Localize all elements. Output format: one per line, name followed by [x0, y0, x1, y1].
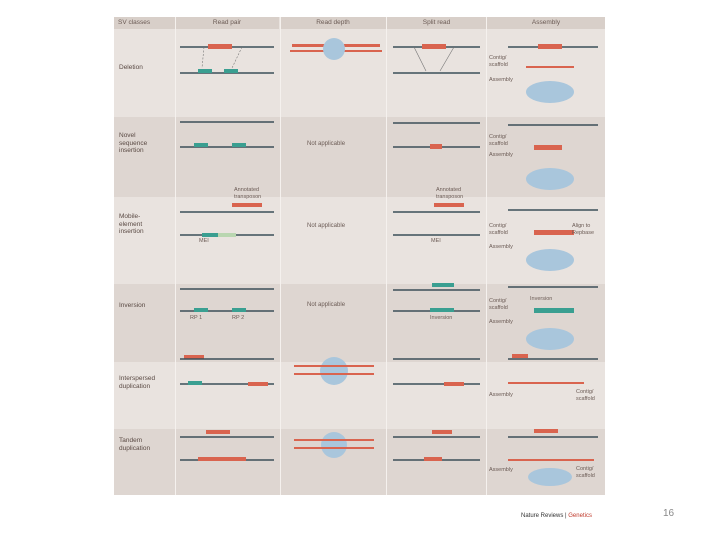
mei-label-read-pair: MEI — [199, 238, 209, 244]
contig-label-inversion: Contig/ scaffold — [489, 298, 508, 311]
tandem-dup-assembly — [508, 429, 598, 486]
inversion-assembly — [508, 286, 598, 350]
assembly-label-mei: Assembly — [489, 244, 513, 250]
sv-detection-figure: SV classes Read pair Read depth Split re… — [114, 17, 605, 495]
inversion-label-split-read: Inversion — [430, 315, 453, 321]
column-divider — [175, 17, 176, 495]
tandem-dup-read-depth — [294, 432, 374, 458]
mei-split-read — [393, 203, 480, 236]
rp1-label: RP 1 — [190, 315, 203, 321]
interspersed-dup-read-pair — [180, 355, 274, 386]
contig-label-deletion: Contig/ scaffold — [489, 55, 508, 68]
inversion-read-pair — [180, 288, 274, 312]
row-novel-insertion — [114, 117, 605, 197]
row-label-novel-insertion: Novel sequence insertion — [119, 132, 148, 154]
tandem-dup-split-read — [393, 430, 480, 461]
interspersed-dup-assembly — [508, 354, 598, 384]
column-divider — [386, 17, 387, 495]
contig-label-mei: Contig/ scaffold — [489, 223, 508, 236]
deletion-read-pair — [180, 44, 274, 74]
page-number: 16 — [663, 508, 675, 519]
row-label-deletion: Deletion — [119, 64, 143, 71]
header-sv-classes: SV classes — [114, 17, 175, 29]
assembly-label-novel: Assembly — [489, 152, 513, 158]
header-read-pair: Read pair — [175, 17, 279, 29]
novel-insertion-read-pair — [180, 121, 274, 148]
mei-read-pair — [180, 203, 274, 237]
interspersed-dup-read-depth — [294, 357, 374, 385]
mei-assembly — [508, 209, 598, 271]
diagram-layer — [180, 38, 598, 486]
assembly-label-tandem: Assembly — [489, 467, 513, 473]
not-applicable-mei: Not applicable — [307, 223, 346, 229]
tandem-dup-read-pair — [180, 430, 274, 461]
row-label-mobile-element: Mobile-element insertion — [119, 213, 144, 235]
not-applicable-inversion: Not applicable — [307, 302, 346, 308]
assembly-label-inversion: Assembly — [489, 319, 513, 325]
credit-sep: | — [563, 513, 569, 519]
deletion-assembly — [508, 44, 598, 103]
column-divider — [280, 17, 281, 495]
row-inversion — [114, 284, 605, 362]
row-label-interspersed-dup: Interspersed duplication — [119, 375, 156, 390]
credit-section: Genetics — [568, 513, 592, 519]
rp2-label: RP 2 — [232, 315, 245, 321]
contig-after-interspersed: Contig/ scaffold — [576, 389, 595, 402]
align-repbase-label: Align to Repbase — [572, 223, 595, 236]
inversion-label-assembly: Inversion — [530, 296, 553, 302]
assembly-label-deletion: Assembly — [489, 77, 513, 83]
header-split-read: Split read — [387, 17, 486, 29]
column-divider — [486, 17, 487, 495]
journal-credit: Nature Reviews | Genetics — [521, 513, 592, 519]
not-applicable-novel: Not applicable — [307, 141, 346, 147]
novel-insertion-assembly — [508, 124, 598, 190]
novel-insertion-split-read — [393, 122, 480, 149]
assembly-label-interspersed: Assembly — [489, 392, 513, 398]
interspersed-dup-split-read — [393, 358, 480, 386]
mei-label-split-read: MEI — [431, 238, 441, 244]
header-read-depth: Read depth — [280, 17, 386, 29]
annotated-transposon-read-pair: Annotated transposon — [234, 187, 262, 200]
row-label-inversion: Inversion — [119, 302, 146, 309]
inversion-split-read — [393, 283, 480, 312]
deletion-split-read — [393, 44, 480, 74]
credit-journal: Nature Reviews — [521, 513, 564, 519]
contig-after-tandem: Contig/ scaffold — [576, 466, 595, 479]
header-assembly: Assembly — [487, 17, 605, 29]
contig-label-novel: Contig/ scaffold — [489, 134, 508, 147]
deletion-read-depth — [290, 38, 382, 60]
annotated-transposon-split-read: Annotated transposon — [436, 187, 464, 200]
row-label-tandem-dup: Tandem duplication — [119, 437, 151, 452]
